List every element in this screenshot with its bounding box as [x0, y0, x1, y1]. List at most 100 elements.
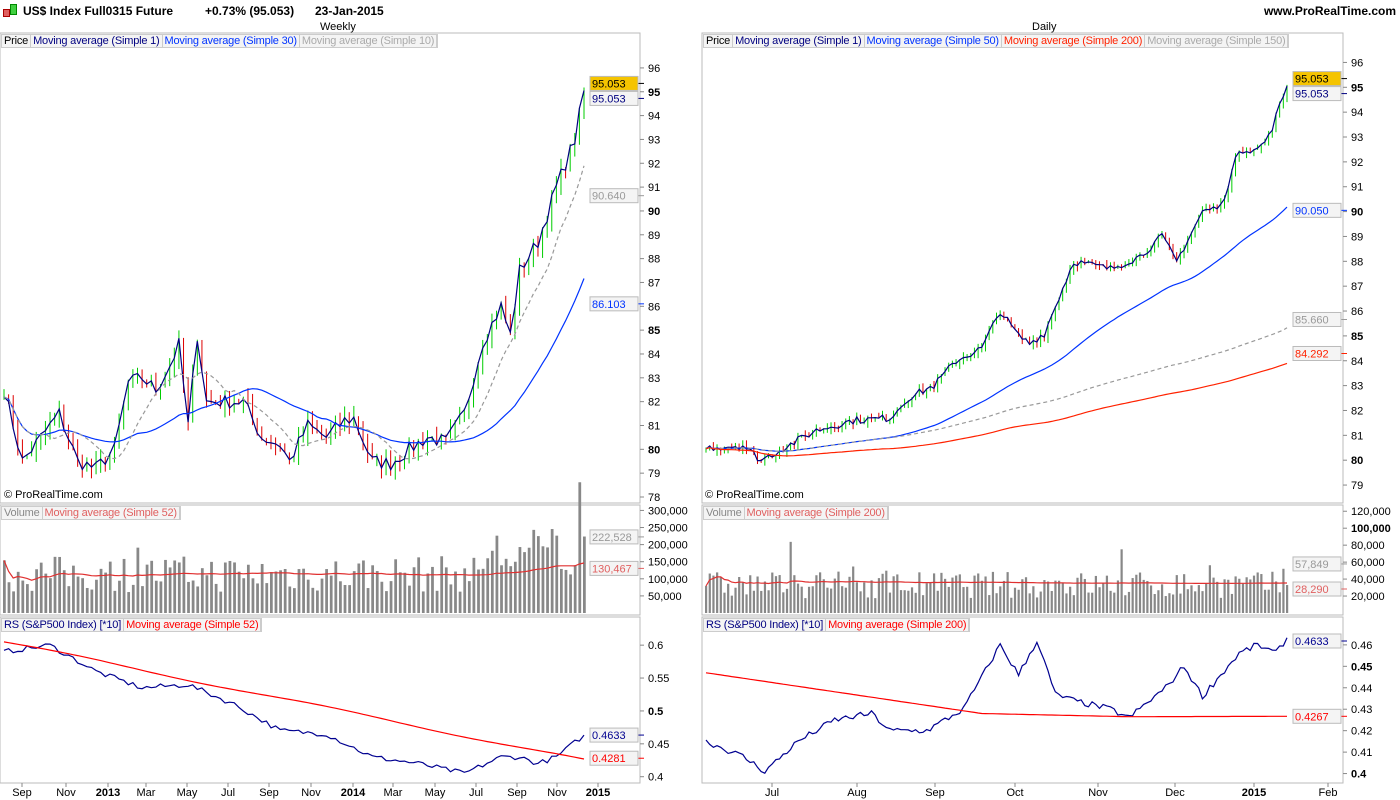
right-volume-bar — [1087, 592, 1090, 613]
right-volume-bar — [712, 575, 715, 613]
legend-ma50: Moving average (Simple 50) — [864, 35, 1002, 47]
left-volume-bar — [504, 558, 508, 613]
left-vol-tick-label: 50,000 — [648, 591, 682, 603]
left-volume-bar — [265, 583, 269, 613]
right-rsma-badge-box — [1292, 708, 1342, 724]
right-volume-bar — [815, 575, 818, 613]
right-volume-bar — [800, 586, 803, 613]
right-volume-bar — [1282, 568, 1285, 613]
right-volume-bar — [811, 586, 814, 613]
right-price-tick-label: 95 — [1351, 82, 1363, 94]
right-x-label: Dec — [1165, 787, 1185, 799]
left-x-label: Mar — [384, 787, 403, 799]
candlestick-logo-icon — [3, 3, 17, 17]
left-vol-tick-label: 150,000 — [648, 557, 688, 569]
left-vol-tick-label: 100,000 — [648, 574, 688, 586]
left-volume-bar — [477, 569, 480, 613]
left-rs-badge: 0.4633 — [592, 730, 626, 742]
right-volume-bar — [705, 586, 708, 613]
legend-rs: RS (S&P500 Index) [*10] — [2, 619, 125, 631]
left-volume-bar — [366, 588, 370, 613]
right-volume-bar — [914, 592, 917, 613]
left-x-label: Jul — [221, 787, 235, 799]
left-price-tick-label: 96 — [648, 63, 660, 75]
left-pane-frame — [0, 32, 641, 504]
right-price-tick-label: 90 — [1351, 207, 1363, 219]
left-rs-line — [3, 643, 585, 773]
left-volume-bar — [297, 569, 301, 613]
right-volume-bar — [727, 583, 730, 613]
right-price-tick-label: 83 — [1351, 381, 1363, 393]
legend-ma1: Moving average (Simple 1) — [31, 35, 163, 47]
right-volume-bar — [1175, 575, 1178, 613]
right-price-tick-label: 87 — [1351, 281, 1363, 293]
right-volume-bar — [1164, 596, 1167, 613]
left-x-label: Sep — [507, 787, 527, 799]
right-volume-bar — [980, 580, 983, 613]
right-volume-bar — [782, 592, 785, 613]
left-volume-bar — [62, 570, 66, 613]
right-x-label: Aug — [847, 787, 867, 799]
left-volume-bar — [173, 560, 177, 613]
right-volume-bar — [1256, 572, 1259, 613]
right-volume-bar — [833, 578, 836, 613]
left-volume-bar — [573, 565, 577, 613]
legend-price: Price — [704, 35, 734, 47]
right-volume-bar — [1083, 578, 1086, 613]
left-x-label: Jul — [469, 787, 483, 799]
right-volume-bar — [892, 576, 895, 613]
right-badge-ma150-box — [1292, 311, 1342, 327]
left-rs-ma-line — [3, 641, 585, 760]
legend-ma200: Moving average (Simple 200) — [1001, 35, 1146, 47]
left-x-label: 2014 — [341, 787, 366, 799]
left-volume-bar — [348, 585, 351, 613]
left-price-tick-label: 92 — [648, 158, 660, 170]
left-copyright: © ProRealTime.com — [4, 489, 103, 501]
right-volume-bar — [936, 590, 939, 613]
right-price-tick-label: 85 — [1351, 331, 1363, 343]
date-label: 23-Jan-2015 — [315, 4, 384, 18]
left-rs-tick-label: 0.4 — [648, 772, 663, 784]
left-volume-bar — [154, 580, 158, 613]
right-volume-bar — [1194, 591, 1197, 613]
left-volume-bar — [412, 567, 416, 613]
left-volume-bar — [205, 575, 209, 613]
left-volume-bar — [398, 572, 402, 613]
right-volume-bar — [1168, 593, 1171, 613]
left-volume-bar — [21, 580, 25, 613]
right-volume-bar — [1197, 585, 1200, 613]
right-volume-bar — [1024, 577, 1028, 613]
right-price-tick-label: 88 — [1351, 256, 1363, 268]
left-x-label: May — [177, 787, 198, 799]
left-volma-badge: 130,467 — [592, 563, 632, 575]
right-x-label: Jul — [765, 787, 779, 799]
left-volume-bar — [16, 571, 20, 613]
left-vol-tick-label: 300,000 — [648, 505, 688, 517]
right-ma50-line — [705, 206, 1288, 452]
right-volume-bar — [977, 573, 980, 613]
right-volume-bar — [1043, 580, 1046, 613]
left-volume-bar — [385, 591, 388, 613]
site-link[interactable]: www.ProRealTime.com — [1263, 4, 1396, 18]
left-price-tick-label: 82 — [648, 397, 660, 409]
left-rs-tick-label: 0.5 — [648, 706, 663, 718]
left-price-tick-label: 91 — [648, 182, 660, 194]
left-volume-bar — [269, 572, 273, 613]
right-volume-bar — [925, 583, 928, 613]
left-price-tick-label: 95 — [648, 87, 660, 99]
right-volume-bar — [1076, 577, 1079, 613]
legend-volume: Volume — [704, 507, 745, 519]
left-period: Weekly — [320, 21, 356, 33]
left-volume-bar — [7, 582, 11, 613]
left-volume-bar — [30, 590, 34, 613]
right-volume-bar — [1157, 590, 1160, 613]
right-volume-bar — [1216, 581, 1219, 613]
right-volume-bar — [973, 575, 976, 613]
left-volume-bar — [187, 581, 190, 613]
left-volume-bar — [444, 567, 448, 613]
right-ma1-line — [705, 85, 1288, 462]
left-volume-bar — [214, 583, 218, 613]
right-vol-tick-label: 20,000 — [1351, 591, 1385, 603]
right-volume-bar — [1102, 583, 1105, 613]
